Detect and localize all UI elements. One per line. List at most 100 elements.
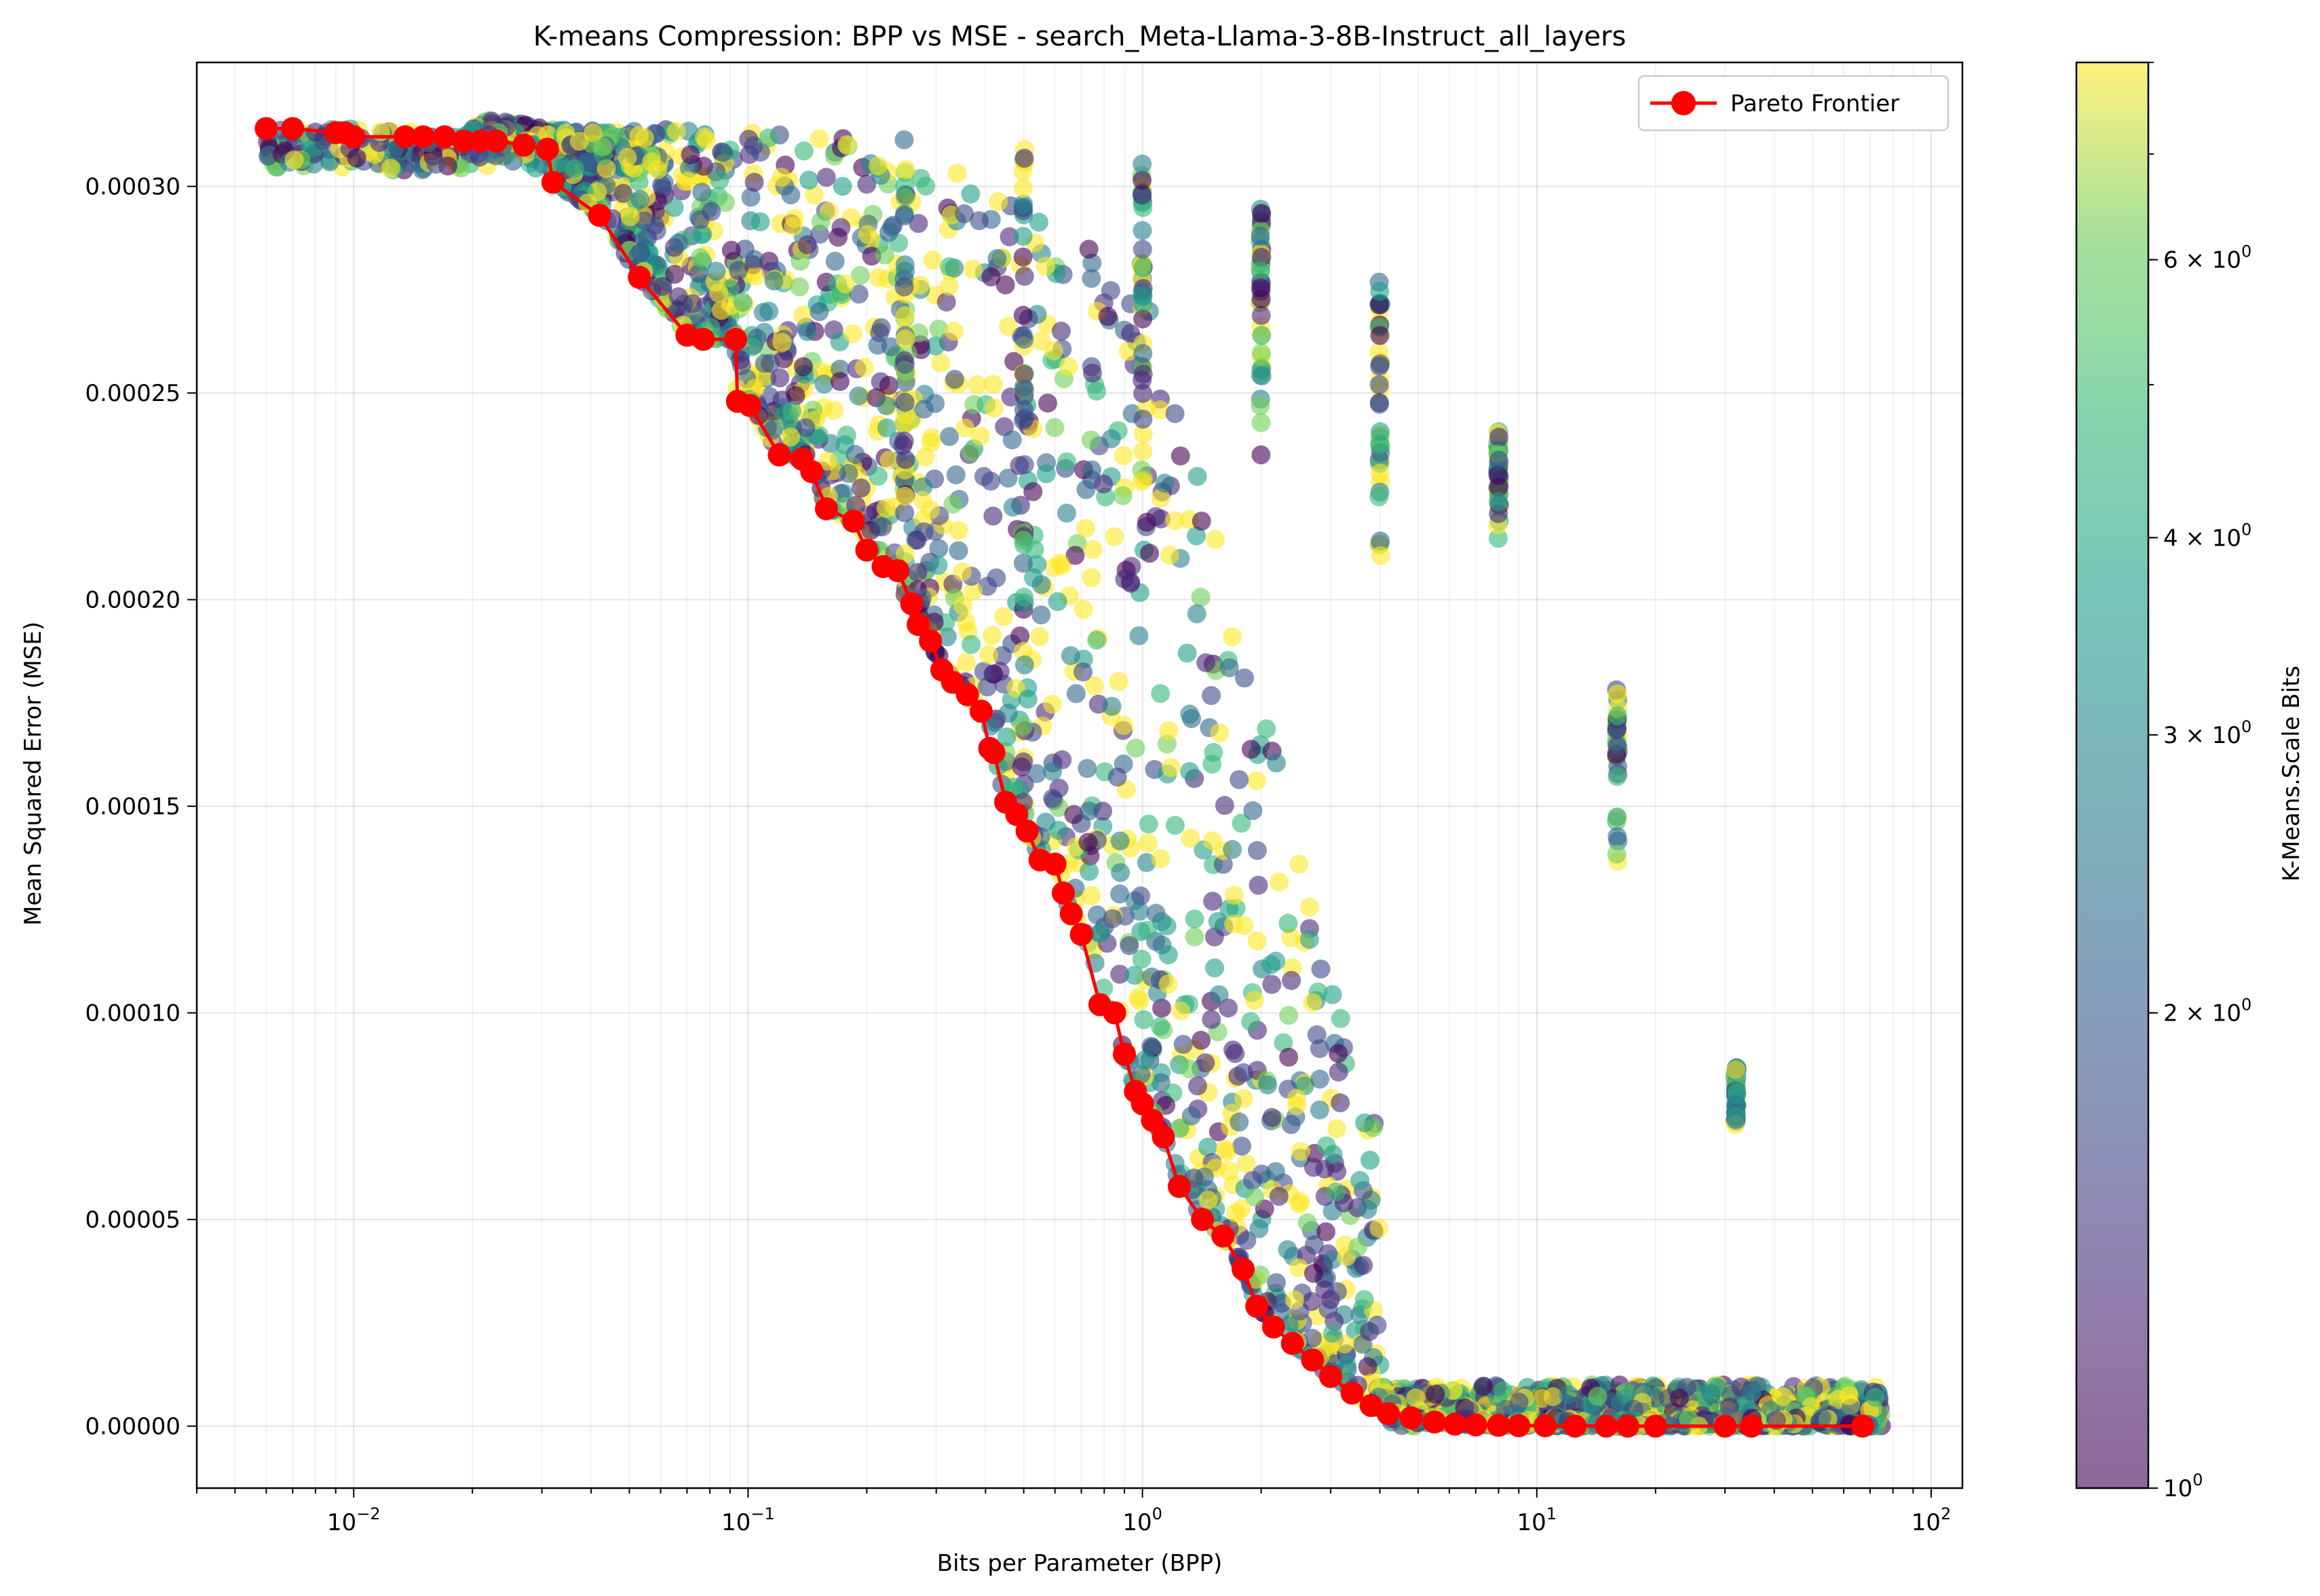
scatter-point xyxy=(1287,1096,1307,1116)
scatter-point xyxy=(1608,684,1627,704)
scatter-point xyxy=(1251,227,1270,246)
scatter-point xyxy=(1043,761,1063,781)
scatter-point xyxy=(869,466,888,486)
scatter-point xyxy=(797,235,817,254)
scatter-point xyxy=(1203,892,1223,911)
scatter-point xyxy=(1110,831,1130,851)
scatter-point xyxy=(1269,1187,1289,1206)
scatter-point xyxy=(1224,886,1244,905)
scatter-point xyxy=(1232,814,1251,833)
scatter-point xyxy=(1027,763,1046,783)
scatter-point xyxy=(1165,816,1185,835)
pareto-point xyxy=(841,509,865,533)
scatter-point xyxy=(1102,696,1122,716)
scatter-point xyxy=(1093,801,1113,821)
pareto-point xyxy=(900,592,924,615)
scatter-point xyxy=(284,150,304,170)
scatter-point xyxy=(693,225,712,244)
scatter-point xyxy=(1185,927,1204,947)
x-tick-label: 10−1 xyxy=(721,1504,775,1536)
scatter-point xyxy=(877,418,897,438)
scatter-point xyxy=(1152,998,1172,1018)
scatter-point xyxy=(797,322,817,341)
scatter-point xyxy=(875,245,894,265)
scatter-point xyxy=(1742,1382,1762,1402)
scatter-point xyxy=(1318,1299,1338,1319)
scatter-point xyxy=(895,176,915,196)
pareto-point xyxy=(1280,1331,1304,1355)
scatter-point xyxy=(894,206,914,226)
scatter-point xyxy=(952,562,972,582)
pareto-point xyxy=(1713,1414,1737,1438)
pareto-point xyxy=(1563,1414,1587,1438)
scatter-point xyxy=(989,192,1008,212)
scatter-point xyxy=(702,202,721,221)
scatter-point xyxy=(1543,1387,1563,1407)
scatter-point xyxy=(836,274,856,294)
scatter-point xyxy=(1180,1059,1200,1079)
scatter-point xyxy=(1370,282,1390,301)
scatter-point xyxy=(1101,429,1121,449)
scatter-point xyxy=(721,240,741,260)
scatter-point xyxy=(1000,227,1019,246)
scatter-point xyxy=(962,634,981,654)
scatter-point xyxy=(895,392,915,412)
scatter-point xyxy=(896,159,915,179)
pareto-point xyxy=(1507,1414,1531,1438)
scatter-point xyxy=(772,332,792,352)
scatter-point xyxy=(1215,795,1234,815)
scatter-point xyxy=(706,261,726,281)
scatter-point xyxy=(1323,985,1342,1004)
scatter-point xyxy=(1370,326,1390,345)
scatter-point xyxy=(750,142,770,162)
scatter-point xyxy=(1489,451,1508,470)
scatter-point xyxy=(981,267,1001,287)
scatter-point xyxy=(1139,814,1158,834)
scatter-point xyxy=(1064,805,1084,824)
scatter-point xyxy=(742,337,762,357)
scatter-point xyxy=(983,375,1003,394)
scatter-point xyxy=(1241,740,1261,759)
scatter-point xyxy=(791,252,810,271)
scatter-point xyxy=(1031,605,1051,625)
scatter-point xyxy=(1310,1100,1329,1120)
scatter-point xyxy=(1473,1376,1493,1396)
scatter-point xyxy=(729,261,748,280)
pareto-point xyxy=(1340,1381,1364,1405)
scatter-point xyxy=(1073,662,1093,682)
scatter-point xyxy=(895,255,915,275)
scatter-point xyxy=(811,212,831,231)
scatter-point xyxy=(983,626,1002,645)
scatter-point xyxy=(1331,1093,1350,1113)
pareto-point xyxy=(1643,1414,1667,1438)
scatter-point xyxy=(1191,588,1211,607)
scatter-point xyxy=(1165,511,1185,531)
scatter-point xyxy=(1076,518,1095,538)
scatter-point xyxy=(1608,736,1627,756)
scatter-point xyxy=(1133,258,1153,278)
scatter-point xyxy=(1133,383,1153,403)
scatter-point xyxy=(1066,684,1086,704)
scatter-point xyxy=(895,306,915,326)
scatter-point xyxy=(939,276,959,296)
scatter-point xyxy=(945,370,964,390)
scatter-point xyxy=(923,250,943,270)
scatter-point xyxy=(1133,309,1153,328)
scatter-point xyxy=(1171,446,1190,466)
scatter-point xyxy=(1014,455,1034,474)
scatter-point xyxy=(1289,1258,1308,1278)
scatter-point xyxy=(1010,626,1030,646)
y-tick-label: 0.00030 xyxy=(85,174,180,201)
scatter-point xyxy=(1045,418,1065,438)
scatter-point xyxy=(1251,343,1271,363)
scatter-point xyxy=(1249,875,1268,895)
scatter-point xyxy=(1301,1291,1321,1311)
scatter-point xyxy=(1109,672,1128,691)
scatter-point xyxy=(1051,322,1071,341)
scatter-point xyxy=(503,151,523,171)
scatter-point xyxy=(1361,1150,1380,1170)
scatter-point xyxy=(1043,788,1063,808)
scatter-point xyxy=(1726,1060,1746,1080)
scatter-point xyxy=(1014,588,1034,607)
scatter-point xyxy=(1082,269,1101,288)
